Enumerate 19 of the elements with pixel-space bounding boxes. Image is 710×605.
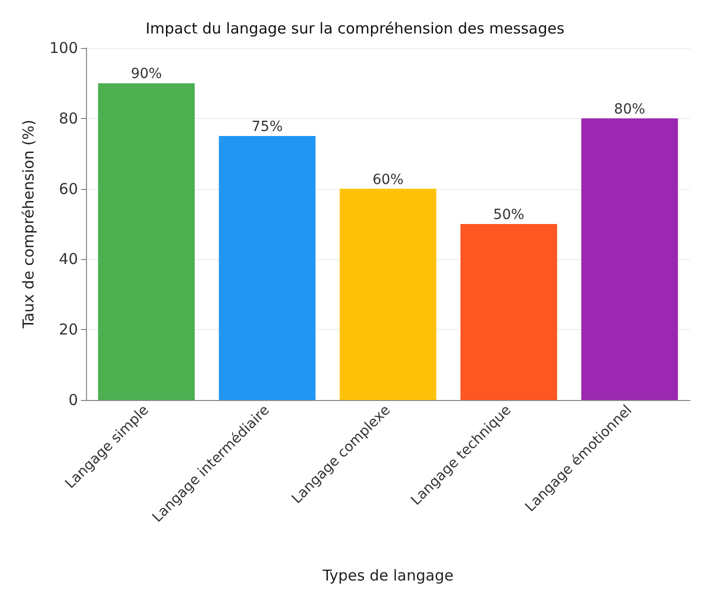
bar — [98, 83, 195, 400]
bar — [218, 136, 316, 400]
y-tick-label: 80 — [58, 109, 78, 128]
bar — [460, 224, 558, 400]
y-tick-label: 20 — [58, 320, 78, 339]
data-label: 50% — [493, 207, 524, 223]
y-tick-label: 100 — [49, 39, 78, 57]
x-axis-title: Types de langage — [322, 566, 454, 584]
y-axis-title: Taux de compréhension (%) — [20, 120, 38, 330]
bar — [340, 188, 436, 400]
y-tick-label: 40 — [58, 250, 78, 268]
chart-title: Impact du langage sur la compréhension des messages — [146, 20, 565, 38]
y-tick-label: 0 — [68, 391, 78, 409]
data-label: 75% — [252, 119, 283, 135]
data-label: 60% — [372, 172, 404, 188]
data-label: 90% — [130, 66, 162, 82]
y-tick-label: 60 — [58, 180, 78, 198]
bar — [581, 118, 678, 400]
data-label: 80% — [614, 101, 646, 118]
